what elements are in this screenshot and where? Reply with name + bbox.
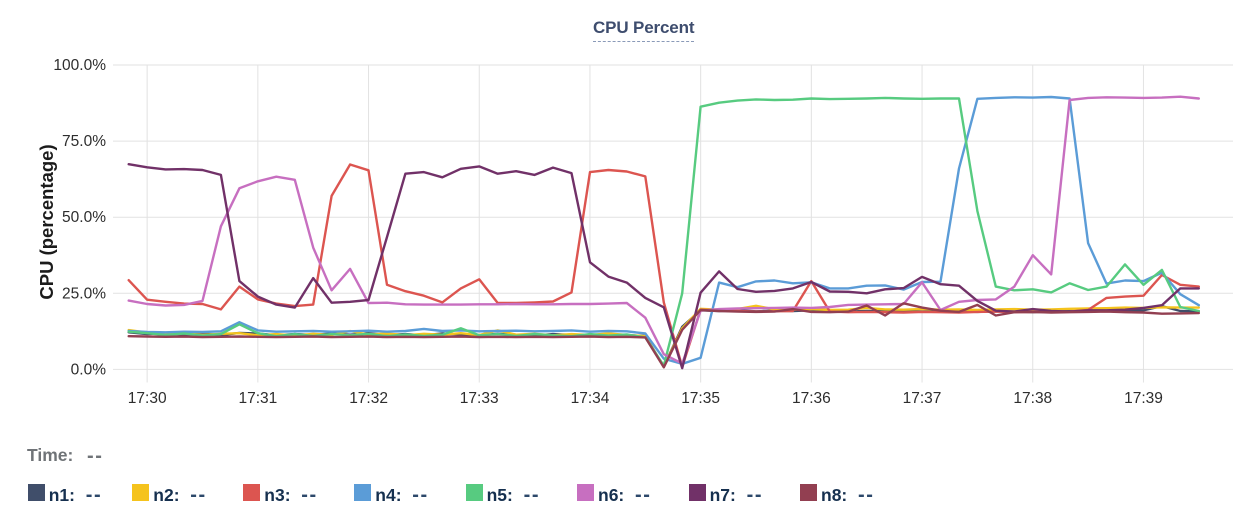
svg-text:17:37: 17:37 [903,390,942,407]
svg-text:17:31: 17:31 [239,390,278,407]
svg-text:50.0%: 50.0% [62,209,106,226]
svg-text:100.0%: 100.0% [53,57,106,74]
svg-text:17:32: 17:32 [349,390,388,407]
svg-text:17:36: 17:36 [792,390,831,407]
svg-text:17:34: 17:34 [571,390,610,407]
svg-text:17:39: 17:39 [1124,390,1163,407]
svg-text:0.0%: 0.0% [71,361,107,378]
svg-text:17:33: 17:33 [460,390,499,407]
svg-text:CPU (percentage): CPU (percentage) [36,144,57,299]
svg-text:25.0%: 25.0% [62,285,106,302]
svg-text:17:30: 17:30 [128,390,167,407]
svg-text:17:38: 17:38 [1013,390,1052,407]
svg-text:17:35: 17:35 [681,390,720,407]
svg-text:75.0%: 75.0% [62,133,106,150]
